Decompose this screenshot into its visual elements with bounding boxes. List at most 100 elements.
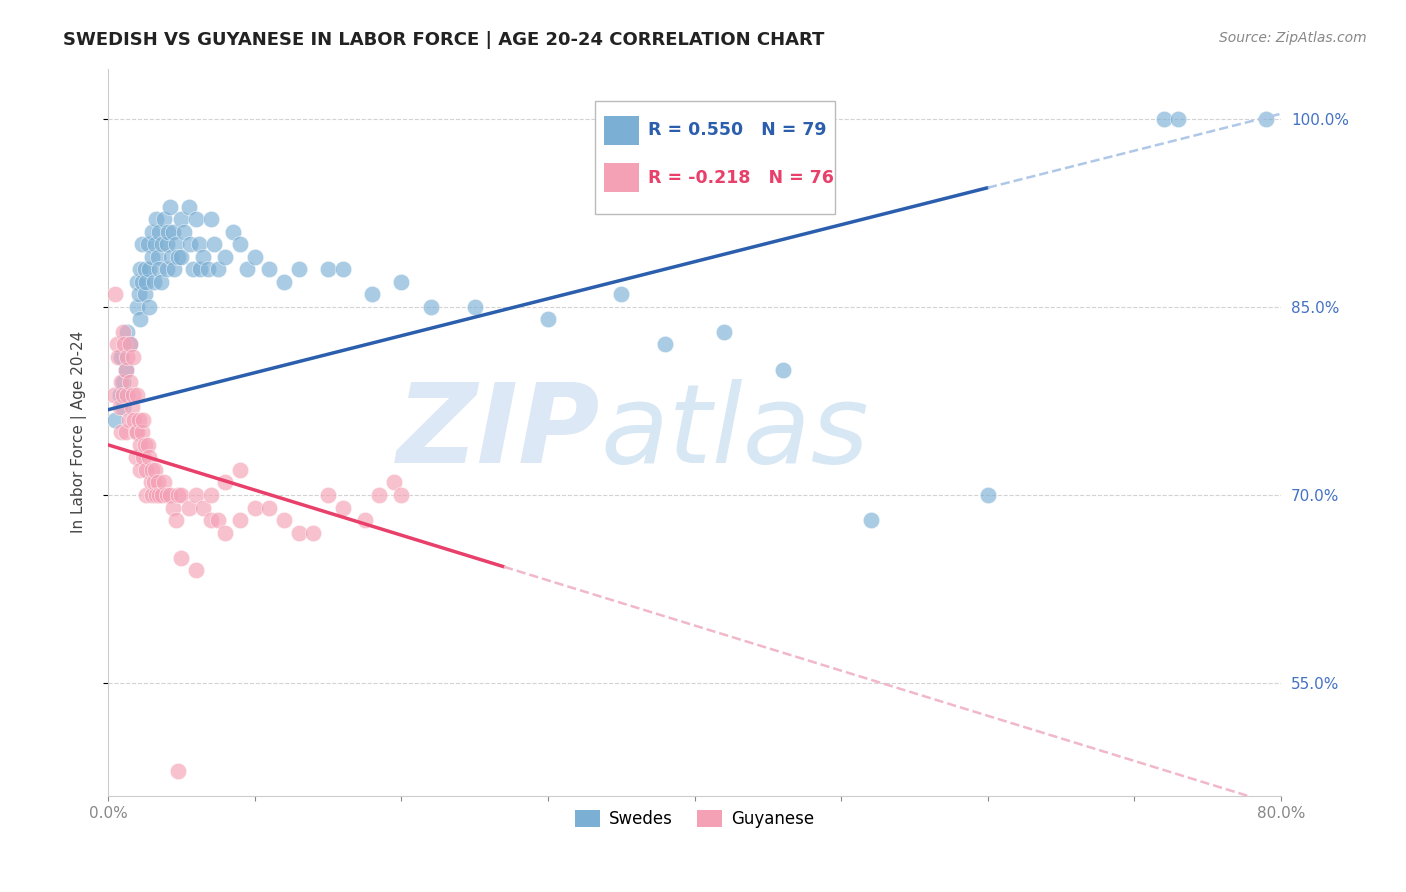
Point: [108, 401, 131, 415]
Point: [127, 300, 149, 314]
Point: [111, 375, 134, 389]
Text: SWEDISH VS GUYANESE IN LABOR FORCE | AGE 20-24 CORRELATION CHART: SWEDISH VS GUYANESE IN LABOR FORCE | AGE…: [63, 31, 825, 49]
Point: [179, 237, 201, 252]
Point: [200, 212, 222, 227]
Point: [207, 513, 229, 527]
Point: [287, 525, 309, 540]
Point: [110, 350, 132, 364]
Point: [610, 287, 633, 301]
Point: [127, 275, 149, 289]
Point: [222, 225, 245, 239]
Point: [361, 287, 384, 301]
Point: [273, 513, 295, 527]
Point: [184, 212, 207, 227]
Point: [127, 425, 149, 440]
Point: [1256, 112, 1278, 126]
Point: [229, 463, 252, 477]
Point: [181, 262, 204, 277]
Point: [1167, 112, 1189, 126]
Point: [654, 337, 676, 351]
Point: [389, 488, 412, 502]
Point: [134, 438, 156, 452]
Point: [368, 488, 391, 502]
Text: Source: ZipAtlas.com: Source: ZipAtlas.com: [1219, 31, 1367, 45]
Text: ZIP: ZIP: [398, 379, 600, 486]
Point: [273, 275, 295, 289]
Point: [114, 362, 136, 376]
Legend: Swedes, Guyanese: Swedes, Guyanese: [568, 804, 821, 835]
Point: [134, 287, 156, 301]
Point: [111, 387, 134, 401]
Point: [243, 500, 266, 515]
Point: [184, 488, 207, 502]
Point: [287, 262, 309, 277]
Point: [302, 525, 325, 540]
Point: [167, 250, 190, 264]
Point: [537, 312, 560, 326]
Point: [129, 312, 152, 326]
Point: [170, 250, 193, 264]
Point: [156, 488, 179, 502]
Point: [143, 237, 166, 252]
Point: [162, 225, 184, 239]
Point: [141, 250, 163, 264]
Point: [190, 262, 212, 277]
Point: [193, 500, 215, 515]
Point: [214, 250, 236, 264]
Point: [138, 450, 160, 465]
Point: [115, 387, 138, 401]
Point: [173, 225, 195, 239]
Point: [124, 413, 146, 427]
Point: [121, 401, 143, 415]
Point: [177, 200, 200, 214]
Point: [139, 475, 162, 490]
Point: [142, 275, 165, 289]
Text: R = -0.218   N = 76: R = -0.218 N = 76: [648, 169, 834, 186]
Point: [159, 488, 181, 502]
FancyBboxPatch shape: [595, 102, 835, 214]
Text: R = 0.550   N = 79: R = 0.550 N = 79: [648, 121, 827, 139]
Point: [167, 488, 190, 502]
Point: [177, 500, 200, 515]
Point: [138, 262, 160, 277]
Point: [170, 550, 193, 565]
Point: [104, 413, 127, 427]
Point: [112, 337, 135, 351]
Point: [142, 475, 165, 490]
Point: [243, 250, 266, 264]
Point: [135, 275, 157, 289]
Point: [128, 287, 150, 301]
Point: [236, 262, 259, 277]
Point: [713, 325, 735, 339]
Point: [229, 513, 252, 527]
Point: [188, 237, 211, 252]
Point: [148, 225, 170, 239]
Point: [150, 488, 173, 502]
Point: [132, 450, 155, 465]
Point: [120, 375, 142, 389]
Point: [104, 287, 127, 301]
Point: [259, 500, 281, 515]
Point: [200, 513, 222, 527]
Point: [202, 237, 225, 252]
Point: [157, 225, 180, 239]
Point: [138, 300, 160, 314]
Point: [353, 513, 375, 527]
Point: [111, 401, 134, 415]
Point: [184, 563, 207, 577]
Point: [207, 262, 229, 277]
Point: [772, 362, 794, 376]
Point: [110, 375, 132, 389]
Point: [114, 425, 136, 440]
Point: [152, 212, 174, 227]
Point: [120, 337, 142, 351]
Point: [122, 350, 145, 364]
Point: [170, 212, 193, 227]
Point: [120, 337, 142, 351]
Point: [332, 500, 354, 515]
Point: [150, 237, 173, 252]
Point: [148, 488, 170, 502]
Point: [197, 262, 219, 277]
Point: [135, 488, 157, 502]
Point: [145, 212, 167, 227]
